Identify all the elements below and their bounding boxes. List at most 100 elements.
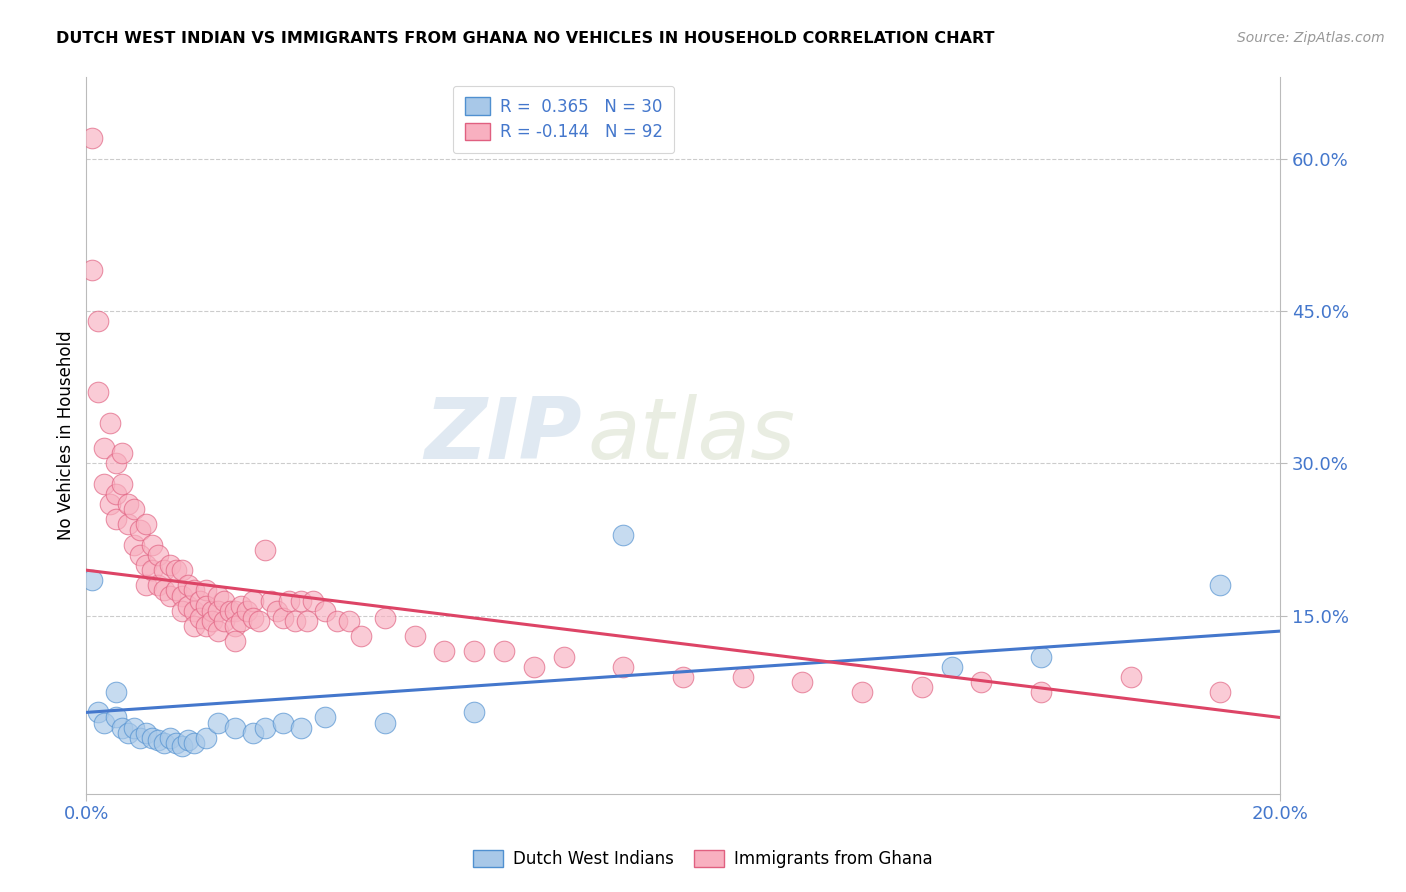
Point [105, 685, 128, 699]
Point [941, 659, 963, 673]
Point [207, 589, 229, 603]
Point [260, 593, 283, 607]
Point [212, 614, 235, 628]
Point [183, 736, 205, 750]
Point [201, 604, 224, 618]
Point [170, 563, 193, 577]
Point [188, 593, 211, 607]
Point [111, 721, 134, 735]
Point [165, 583, 187, 598]
Y-axis label: No Vehicles in Household: No Vehicles in Household [58, 331, 75, 541]
Point [170, 589, 193, 603]
Point [194, 583, 217, 598]
Point [82, 263, 104, 277]
Text: DUTCH WEST INDIAN VS IMMIGRANTS FROM GHANA NO VEHICLES IN HOUSEHOLD CORRELATION : DUTCH WEST INDIAN VS IMMIGRANTS FROM GHA… [56, 31, 994, 46]
Point [290, 721, 312, 735]
Point [153, 563, 176, 577]
Point [194, 731, 217, 745]
Point [117, 517, 139, 532]
Point [612, 659, 634, 673]
Point [374, 715, 396, 730]
Text: atlas: atlas [588, 394, 796, 477]
Point [224, 634, 246, 648]
Point [612, 527, 634, 541]
Point [93, 476, 115, 491]
Point [242, 725, 264, 739]
Text: Source: ZipAtlas.com: Source: ZipAtlas.com [1237, 31, 1385, 45]
Point [105, 457, 128, 471]
Point [117, 725, 139, 739]
Point [82, 131, 104, 145]
Point [242, 611, 264, 625]
Point [122, 538, 145, 552]
Point [224, 721, 246, 735]
Point [194, 619, 217, 633]
Point [165, 563, 187, 577]
Point [129, 731, 152, 745]
Point [851, 685, 873, 699]
Point [122, 502, 145, 516]
Point [404, 629, 426, 643]
Point [1031, 649, 1053, 664]
Point [105, 487, 128, 501]
Legend: R =  0.365   N = 30, R = -0.144   N = 92: R = 0.365 N = 30, R = -0.144 N = 92 [453, 86, 675, 153]
Point [271, 715, 294, 730]
Point [1209, 578, 1232, 592]
Point [970, 674, 993, 689]
Point [523, 659, 546, 673]
Point [295, 614, 318, 628]
Point [153, 736, 176, 750]
Point [236, 604, 259, 618]
Point [105, 710, 128, 724]
Point [278, 593, 301, 607]
Point [87, 314, 110, 328]
Point [492, 644, 515, 658]
Point [254, 721, 277, 735]
Point [141, 563, 163, 577]
Point [177, 578, 200, 592]
Point [231, 599, 253, 613]
Point [117, 497, 139, 511]
Point [129, 523, 152, 537]
Point [792, 674, 814, 689]
Point [314, 604, 336, 618]
Point [105, 512, 128, 526]
Point [146, 732, 169, 747]
Point [247, 614, 270, 628]
Point [224, 604, 246, 618]
Point [153, 583, 176, 598]
Point [374, 611, 396, 625]
Point [337, 614, 360, 628]
Point [463, 644, 485, 658]
Point [314, 710, 336, 724]
Point [129, 548, 152, 562]
Point [188, 611, 211, 625]
Point [177, 599, 200, 613]
Point [290, 593, 312, 607]
Point [242, 593, 264, 607]
Point [266, 604, 288, 618]
Point [183, 619, 205, 633]
Point [463, 706, 485, 720]
Point [135, 517, 157, 532]
Text: ZIP: ZIP [425, 394, 582, 477]
Point [183, 604, 205, 618]
Legend: Dutch West Indians, Immigrants from Ghana: Dutch West Indians, Immigrants from Ghan… [467, 843, 939, 875]
Point [212, 593, 235, 607]
Point [146, 578, 169, 592]
Point [183, 583, 205, 598]
Point [87, 706, 110, 720]
Point [165, 736, 187, 750]
Point [218, 604, 240, 618]
Point [911, 680, 934, 694]
Point [177, 732, 200, 747]
Point [111, 446, 134, 460]
Point [672, 670, 695, 684]
Point [194, 599, 217, 613]
Point [82, 574, 104, 588]
Point [1119, 670, 1142, 684]
Point [731, 670, 754, 684]
Point [201, 614, 224, 628]
Point [93, 715, 115, 730]
Point [350, 629, 373, 643]
